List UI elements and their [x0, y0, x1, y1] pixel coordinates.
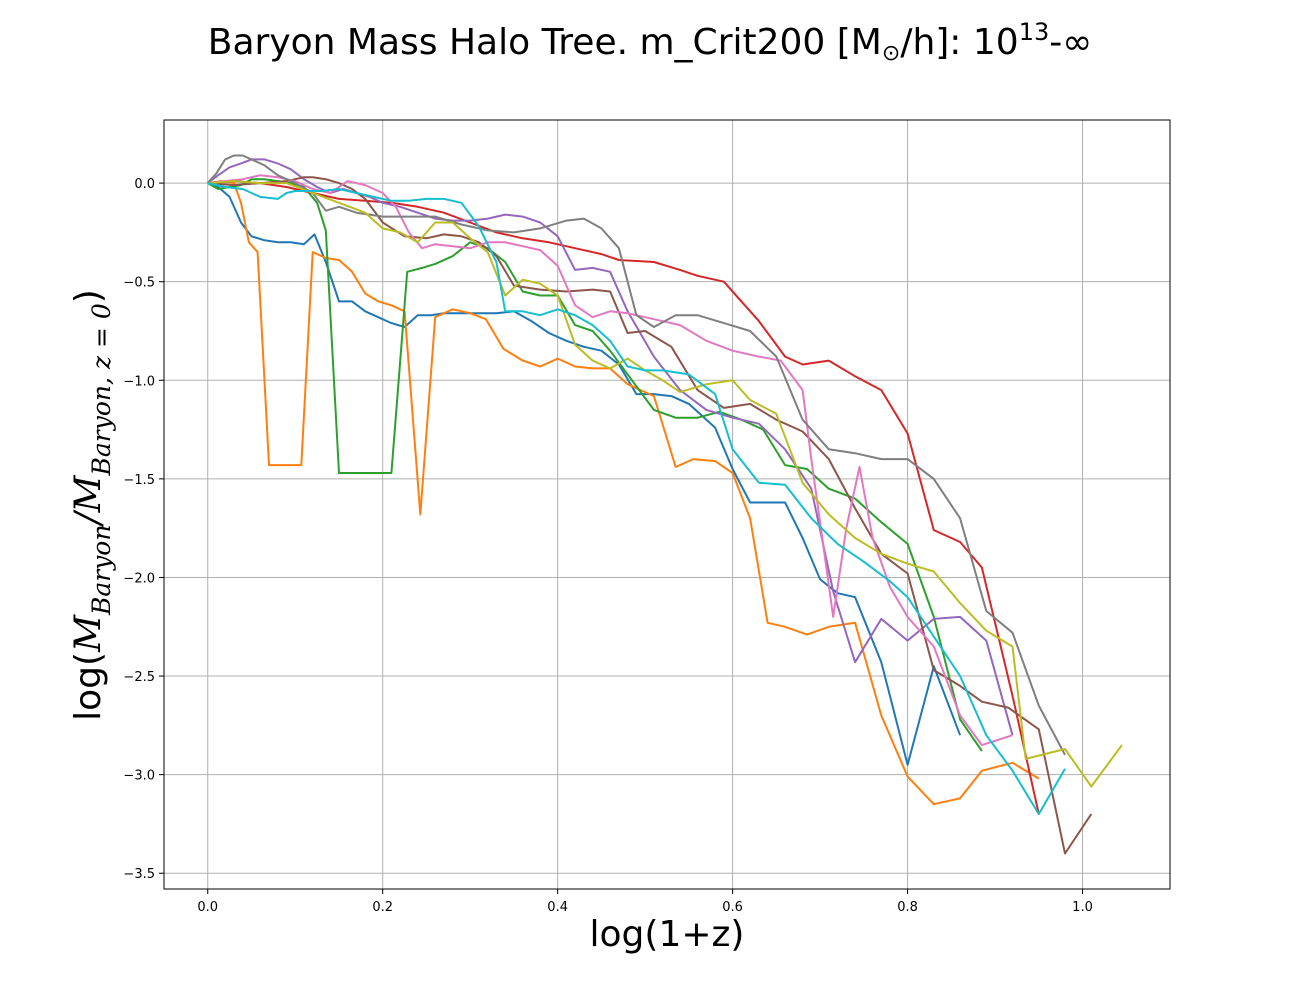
y-axis-label: log(MBaryon/MBaryon, z = 0): [68, 289, 116, 721]
series-line-9: [207, 180, 1123, 788]
series-line-8: [206, 154, 1066, 756]
series-line-7: [207, 174, 1013, 747]
x-tick-label: 0.6: [722, 900, 743, 915]
axis-ticks: 0.0 0.2 0.4 0.6 0.8 1.0 0.0 −0.5 −1.0 −1.5 −2.0 −2.…: [123, 177, 1092, 915]
plot-frame: [163, 119, 1171, 890]
y-tick-label: −1.0: [123, 374, 155, 389]
x-axis-label: log(1+z): [590, 914, 745, 955]
x-tick-label: 0.2: [372, 900, 393, 915]
series-line-2: [207, 180, 1040, 806]
series-line-10: [207, 182, 1066, 816]
y-tick-label: −2.5: [123, 670, 155, 685]
x-tick-label: 1.0: [1072, 900, 1093, 915]
y-tick-label: −0.5: [123, 276, 155, 291]
x-tick-label: 0.8: [897, 900, 918, 915]
series-line-3: [207, 178, 983, 752]
series-line-6: [207, 176, 1093, 855]
series-line-1: [207, 182, 962, 766]
series-lines: [206, 154, 1123, 855]
y-tick-label: −2.0: [123, 571, 155, 586]
x-tick-label: 0.4: [547, 900, 568, 915]
gridlines: [164, 120, 1170, 889]
y-tick-label: −1.5: [123, 473, 155, 488]
chart-title: Baryon Mass Halo Tree. m_Crit200 [M⊙/h]:…: [208, 18, 1092, 66]
series-line-4: [207, 180, 1040, 815]
y-tick-label: 0.0: [134, 177, 155, 192]
y-tick-label: −3.5: [123, 867, 155, 882]
series-line-5: [207, 158, 1014, 736]
y-tick-label: −3.0: [123, 769, 155, 784]
x-tick-label: 0.0: [197, 900, 218, 915]
